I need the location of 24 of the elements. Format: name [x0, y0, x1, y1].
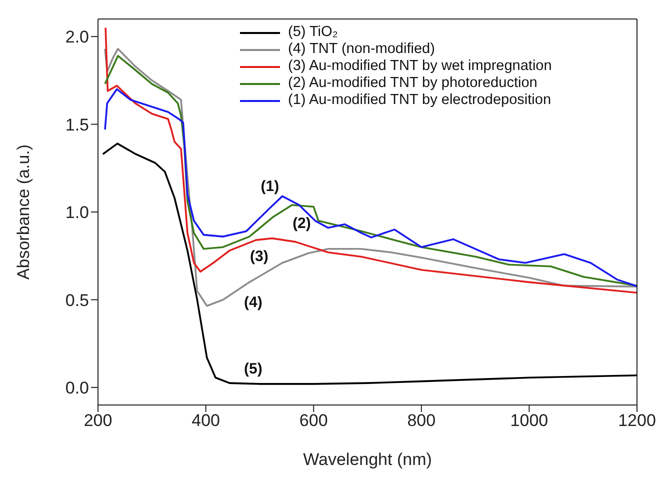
- legend-label: (5) TiO₂: [288, 24, 338, 41]
- annotation: (4): [244, 294, 262, 311]
- y-tick-label: 0.0: [65, 378, 89, 398]
- x-tick-label: 800: [407, 411, 436, 430]
- x-axis-title: Wavelenght (nm): [303, 450, 432, 469]
- y-tick-label: 1.0: [65, 203, 89, 222]
- x-tick-label: 600: [299, 411, 328, 430]
- annotation: (3): [250, 248, 268, 266]
- y-tick-label: 2.0: [65, 28, 89, 47]
- y-axis-title: Absorbance (a.u.): [14, 144, 34, 280]
- legend-label: (4) TNT (non-modified): [288, 41, 435, 58]
- y-tick-label: 1.5: [65, 115, 89, 134]
- line-series: [102, 142, 637, 385]
- legend-label: (1) Au-modified TNT by electrodeposition: [288, 92, 552, 109]
- y-tick-label: 0.5: [65, 290, 89, 310]
- x-tick-label: 1200: [618, 411, 656, 430]
- x-tick-label: 400: [192, 411, 220, 430]
- legend-label: (2) Au-modified TNT by photoreduction: [288, 75, 538, 92]
- annotation: (2): [292, 214, 311, 232]
- x-tick-label: 200: [84, 411, 112, 430]
- annotation: (5): [244, 360, 262, 378]
- legend-label: (3) Au-modified TNT by wet impregnation: [288, 58, 552, 75]
- annotation: (1): [260, 178, 280, 196]
- x-tick-label: 1000: [510, 411, 548, 430]
